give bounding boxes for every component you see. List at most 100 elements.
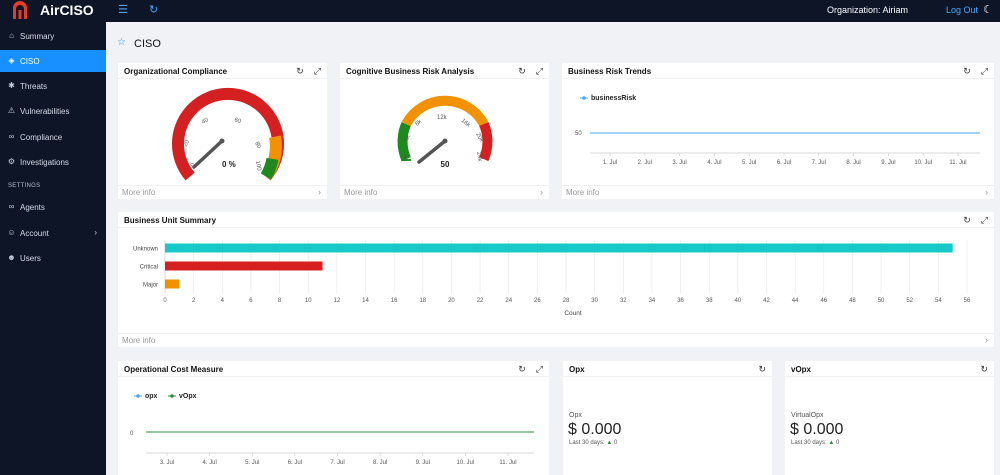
x-tick-label: 14 [362, 298, 369, 304]
x-tick-label: 24 [505, 298, 512, 304]
legend-marker [136, 394, 140, 398]
chevron-right-icon[interactable]: › [318, 187, 321, 197]
x-tick-label: 16 [391, 298, 398, 304]
x-tick-label: 2 [192, 298, 196, 304]
organizational-compliance-card: Organizational Compliance ↻ ⤢ 0 20 40 60 … [118, 63, 327, 199]
sidebar-item-threats[interactable]: ✱ Threats [0, 75, 106, 97]
gauge-tick-label: 8k [414, 118, 423, 127]
sidebar-item-label: Vulnerabilities [20, 107, 70, 116]
card-footer[interactable]: More info › [340, 185, 549, 199]
card-title: Cognitive Business Risk Analysis [346, 67, 475, 76]
expand-icon[interactable]: ⤢ [980, 66, 988, 76]
sidebar-item-summary[interactable]: ⌂ Summary [0, 25, 106, 47]
expand-icon[interactable]: ⤢ [313, 66, 321, 76]
legend-label[interactable]: businessRisk [591, 95, 636, 102]
expand-icon[interactable]: ⤢ [980, 215, 988, 225]
sidebar-item-label: CISO [20, 57, 40, 66]
x-tick-label: 18 [419, 298, 426, 304]
reload-icon[interactable]: ↻ [963, 66, 971, 76]
card-title: Business Unit Summary [124, 216, 217, 225]
bug-icon: ✱ [8, 81, 15, 90]
chevron-right-icon[interactable]: › [985, 187, 988, 197]
x-tick-label: 46 [820, 298, 827, 304]
gauge-tick-label: 20 [183, 139, 192, 148]
aircisco-logo-icon [13, 1, 27, 19]
sidebar-item-label: Users [20, 254, 41, 263]
more-info-link[interactable]: More info [122, 188, 156, 197]
logout-link[interactable]: Log Out [945, 5, 978, 15]
kpi-subtext: Last 30 days: ▲ 0 [791, 440, 840, 446]
refresh-icon[interactable]: ↻ [149, 4, 159, 16]
x-axis-label: Count [564, 310, 582, 317]
sidebar-item-ciso[interactable]: ◈ CISO [0, 50, 106, 72]
chevron-right-icon[interactable]: › [985, 335, 988, 345]
sidebar-item-users[interactable]: ☻ Users [0, 247, 106, 269]
more-info-link[interactable]: More info [122, 336, 156, 345]
dark-mode-icon[interactable]: ☾ [983, 4, 993, 16]
risk-gauge: 0 4k 8k 12k 16k 20k 24k 50 [397, 95, 493, 169]
category-label: Unknown [133, 247, 158, 253]
top-bar: AirCISO ☰ ↻ Organization: Airiam Log Out… [0, 0, 1000, 22]
gauge-needle [192, 139, 224, 169]
bar-critical[interactable] [165, 261, 323, 271]
legend-label[interactable]: opx [145, 393, 158, 400]
reload-icon[interactable]: ↻ [980, 364, 988, 374]
card-footer[interactable]: More info › [118, 185, 327, 199]
more-info-link[interactable]: More info [566, 188, 600, 197]
x-tick-label: 10 [305, 298, 312, 304]
chevron-right-icon: › [94, 228, 97, 237]
expand-icon[interactable]: ⤢ [535, 66, 543, 76]
kpi-label: Opx [569, 412, 582, 419]
x-tick-label: 22 [477, 298, 484, 304]
x-tick-label: 9. Jul [416, 460, 430, 466]
x-tick-label: 3. Jul [672, 160, 686, 166]
kpi-value: $ 0.000 [568, 421, 622, 438]
favorite-star-icon[interactable]: ☆ [117, 37, 126, 48]
trend-up-icon: ▲ [828, 440, 835, 446]
reload-icon[interactable]: ↻ [963, 215, 971, 225]
gauge-green-band [397, 122, 411, 162]
bar-unknown[interactable] [165, 243, 953, 253]
gauge-tick-label: 0 [404, 154, 411, 159]
reload-icon[interactable]: ↻ [758, 364, 766, 374]
x-tick-label: 44 [792, 298, 799, 304]
gauge-value: 50 [441, 160, 450, 169]
x-tick-label: 10. Jul [457, 460, 475, 466]
x-tick-label: 7. Jul [812, 160, 826, 166]
chevron-right-icon[interactable]: › [540, 187, 543, 197]
operational-cost-card: Operational Cost Measure ↻ ⤢ opx vOpx 0 3… [118, 361, 549, 475]
card-footer[interactable]: More info › [562, 185, 994, 199]
more-info-link[interactable]: More info [344, 188, 378, 197]
business-risk-trends-chart: businessRisk 50 1. Jul 2. Jul 3. Jul 4. Jul… [575, 95, 980, 166]
expand-icon[interactable]: ⤢ [535, 364, 543, 374]
sidebar-item-vulnerabilities[interactable]: ⚠ Vulnerabilities [0, 100, 106, 122]
legend-label[interactable]: vOpx [179, 393, 197, 400]
business-unit-summary-card: Business Unit Summary ↻ ⤢ 0 2 4 6 8 10 12 14 16 18… [118, 212, 994, 347]
gauge-value: 0 % [222, 160, 236, 169]
gauge-orange-band [401, 95, 489, 127]
card-title: Opx [569, 365, 585, 374]
x-tick-label: 50 [878, 298, 885, 304]
sidebar-item-investigations[interactable]: ⚙ Investigations [0, 151, 106, 173]
sidebar-item-agents[interactable]: ∞ Agents [0, 196, 106, 218]
reload-icon[interactable]: ↻ [518, 66, 526, 76]
menu-toggle-icon[interactable]: ☰ [118, 4, 128, 16]
gauge-tick-label: 100 [254, 160, 262, 172]
page-title: CISO [134, 38, 161, 50]
link-icon: ∞ [8, 132, 15, 141]
y-tick-label: 50 [575, 131, 582, 137]
sidebar-item-compliance[interactable]: ∞ Compliance [0, 126, 106, 148]
bar-major[interactable] [165, 279, 180, 289]
gauge-tick-label: 20k [474, 132, 485, 144]
x-tick-label: 6. Jul [288, 460, 302, 466]
card-footer[interactable]: More info › [118, 333, 994, 347]
reload-icon[interactable]: ↻ [296, 66, 304, 76]
sidebar-item-account[interactable]: ☺ Account › [0, 222, 106, 244]
gauge-tick-label: 40 [201, 117, 210, 126]
card-title: vOpx [791, 365, 812, 374]
sidebar: ⌂ Summary ◈ CISO ✱ Threats ⚠ Vulnerabili… [0, 22, 106, 475]
gauge-red-band [479, 122, 493, 162]
reload-icon[interactable]: ↻ [518, 364, 526, 374]
x-tick-label: 40 [735, 298, 742, 304]
sidebar-item-label: Threats [20, 82, 48, 91]
